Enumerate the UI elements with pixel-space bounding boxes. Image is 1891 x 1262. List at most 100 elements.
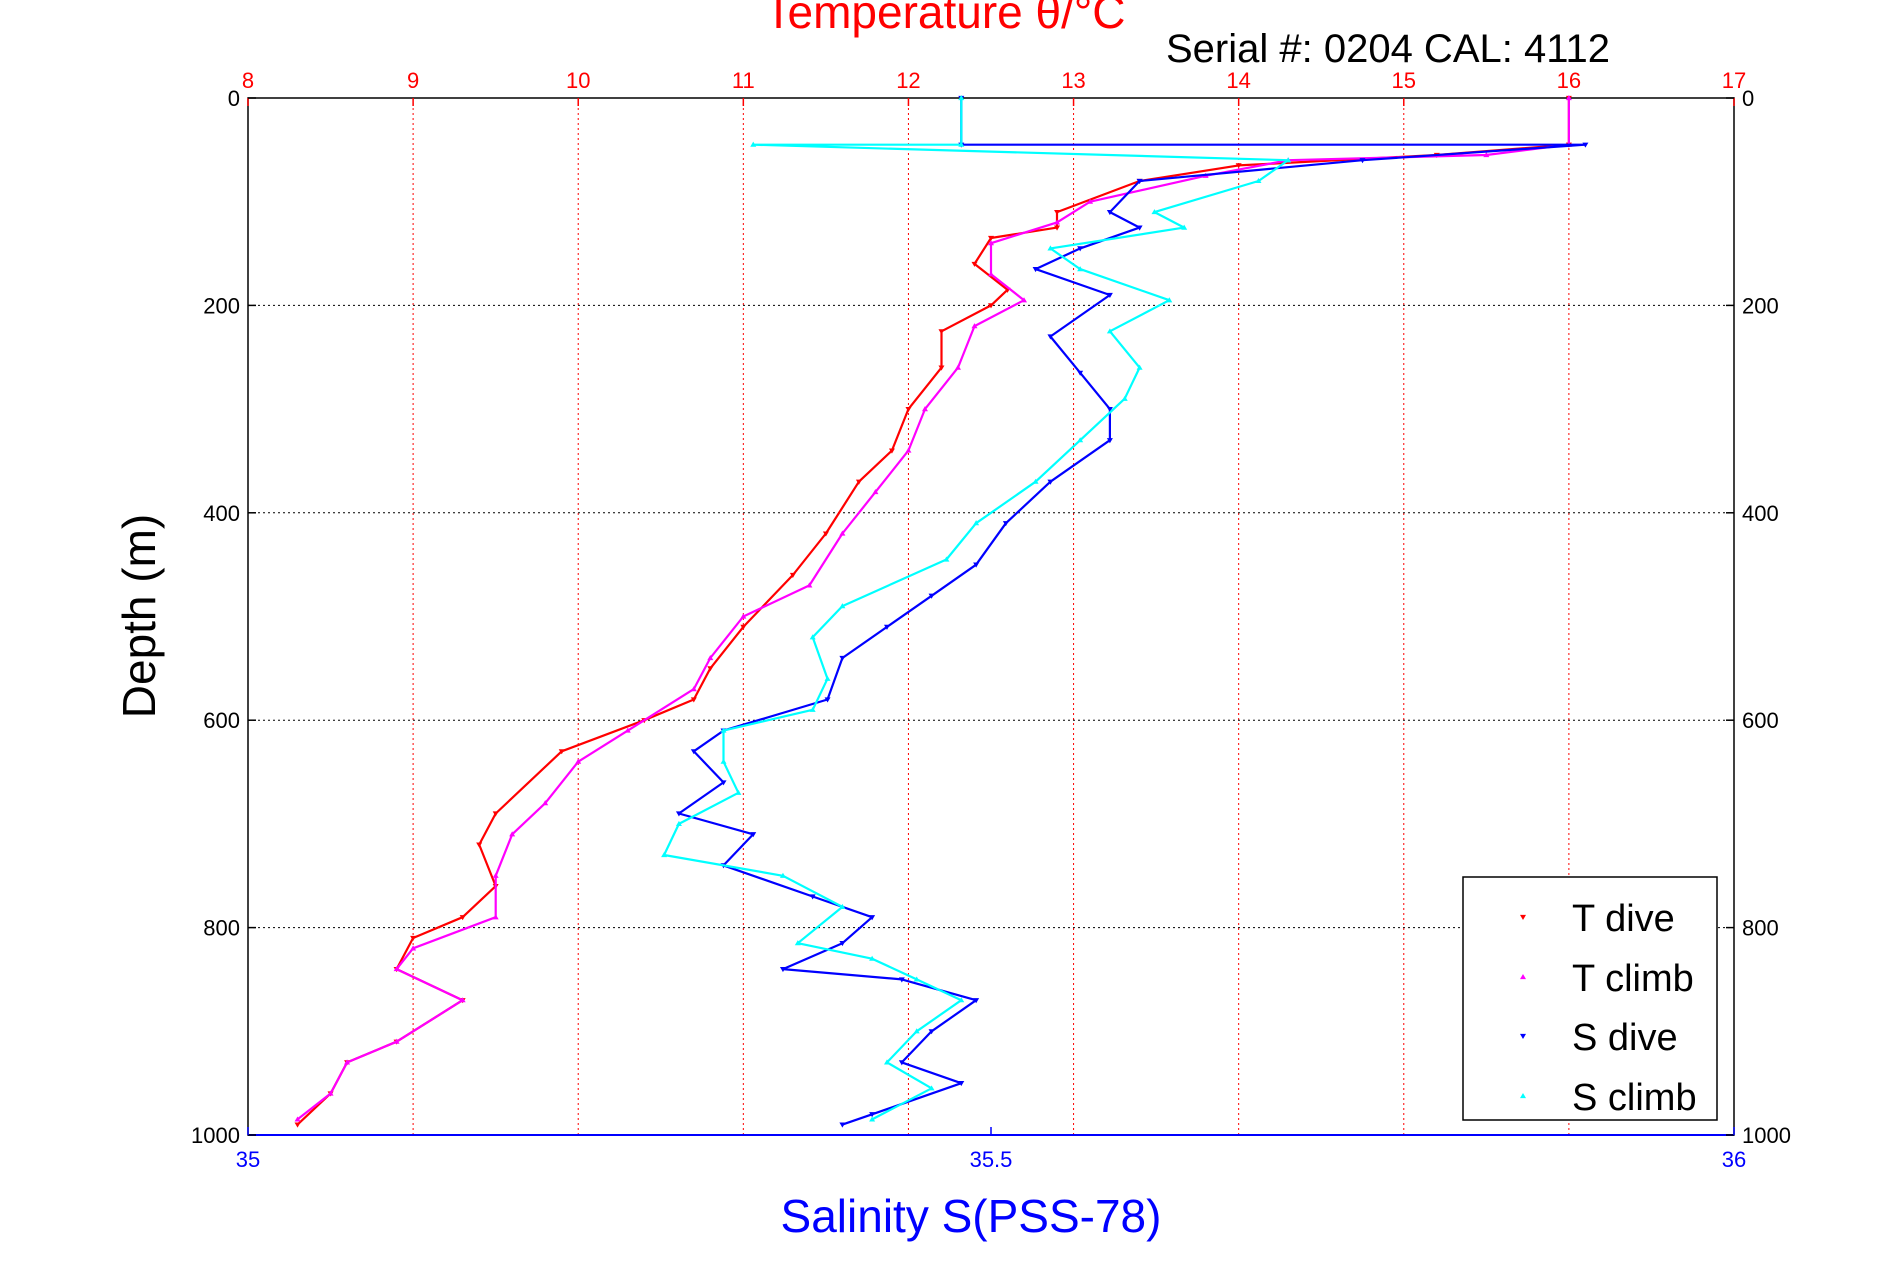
data-point-t-climb: [344, 1059, 351, 1065]
data-point-t-dive: [938, 365, 945, 371]
legend-marker-t-climb: [1520, 974, 1526, 980]
legend-label-t-dive: T dive: [1572, 898, 1675, 940]
data-point-s-dive: [1106, 407, 1113, 413]
data-point-s-climb: [839, 603, 846, 609]
data-point-s-dive: [1106, 438, 1113, 444]
data-point-t-climb: [542, 800, 549, 806]
data-point-t-climb: [905, 447, 912, 453]
data-point-t-dive: [492, 811, 499, 817]
data-point-t-climb: [872, 489, 879, 495]
x-axis-label: Salinity S(PSS-78): [781, 1190, 1162, 1242]
series-line-s-dive: [677, 98, 1587, 1126]
data-point-s-dive: [839, 1122, 846, 1128]
data-point-s-dive: [839, 941, 846, 947]
data-point-t-climb: [575, 758, 582, 764]
data-point-s-climb: [720, 727, 727, 733]
data-point-s-climb: [779, 872, 786, 878]
data-point-s-climb: [1077, 266, 1084, 272]
temperature-tick-label: 17: [1722, 68, 1746, 93]
salinity-tick-label: 35.5: [970, 1147, 1013, 1172]
data-point-s-dive: [750, 832, 757, 838]
temperature-tick-label: 8: [242, 68, 254, 93]
depth-tick-label-right: 600: [1742, 708, 1779, 733]
data-point-s-dive: [1582, 142, 1589, 148]
data-point-s-dive: [928, 593, 935, 599]
data-point-s-dive: [898, 1060, 905, 1066]
data-point-s-dive: [1032, 267, 1039, 273]
data-point-s-climb: [943, 556, 950, 562]
legend-label-s-dive: S dive: [1572, 1017, 1678, 1059]
data-point-s-climb: [824, 675, 831, 681]
data-point-s-dive: [690, 749, 697, 755]
serial-annotation: Serial #: 0204 CAL: 4112: [1166, 27, 1610, 71]
data-point-s-dive: [839, 655, 846, 661]
depth-tick-label-left: 200: [203, 293, 240, 318]
data-point-s-dive: [1136, 225, 1143, 231]
data-point-t-dive: [459, 915, 466, 921]
series-line-t-dive: [296, 98, 1571, 1126]
data-point-s-climb: [794, 940, 801, 946]
data-point-t-dive: [410, 935, 417, 941]
data-point-s-climb: [913, 1028, 920, 1034]
data-point-t-climb: [410, 945, 417, 951]
data-point-t-dive: [855, 479, 862, 485]
data-point-s-dive: [973, 562, 980, 568]
data-point-s-dive: [958, 1081, 965, 1087]
data-point-s-climb: [1047, 245, 1054, 251]
series-line-s-climb: [662, 98, 1290, 1121]
data-point-s-climb: [883, 1059, 890, 1065]
temperature-tick-label: 11: [732, 68, 755, 93]
data-point-t-dive: [1054, 209, 1061, 216]
data-point-t-dive: [988, 303, 994, 309]
data-point-s-dive: [1359, 158, 1366, 164]
data-point-t-climb: [690, 686, 697, 692]
depth-tick-label-left: 1000: [191, 1123, 240, 1148]
data-point-s-climb: [958, 95, 965, 101]
legend: T dive T climb S dive S climb: [1462, 876, 1718, 1121]
data-point-t-dive: [988, 235, 994, 241]
data-point-t-dive: [938, 329, 945, 335]
data-point-s-dive: [1106, 209, 1113, 216]
data-point-s-climb: [869, 1116, 876, 1122]
temperature-tick-label: 10: [566, 68, 590, 93]
series-line-t-climb: [296, 98, 1571, 1121]
data-point-t-dive: [476, 842, 483, 848]
data-point-s-climb: [809, 706, 816, 712]
data-point-t-dive: [905, 407, 912, 413]
data-point-t-dive: [740, 624, 747, 630]
data-point-s-climb: [1077, 437, 1084, 443]
salinity-tick-label: 35: [236, 1147, 260, 1172]
data-point-s-climb: [1255, 177, 1262, 184]
data-point-t-climb: [954, 364, 961, 370]
data-point-t-climb: [839, 530, 846, 536]
data-point-t-climb: [707, 654, 714, 661]
data-point-s-dive: [1047, 479, 1054, 485]
depth-tick-label-right: 1000: [1742, 1123, 1791, 1148]
data-point-t-dive: [1054, 225, 1061, 231]
data-point-t-climb: [459, 997, 466, 1003]
data-point-t-dive: [690, 697, 697, 703]
data-point-t-dive: [888, 448, 895, 454]
data-point-t-climb: [1565, 95, 1572, 101]
data-point-s-dive: [675, 811, 682, 817]
data-point-t-climb: [492, 914, 499, 920]
data-point-t-climb: [988, 240, 994, 246]
data-point-s-climb: [958, 997, 965, 1003]
depth-tick-label-right: 400: [1742, 501, 1779, 526]
depth-tick-label-left: 0: [228, 86, 240, 111]
temperature-tick-label: 15: [1392, 68, 1416, 93]
depth-tick-label-right: 0: [1742, 86, 1754, 111]
data-point-s-dive: [1077, 370, 1084, 376]
y-axis-label: Depth (m): [113, 514, 165, 718]
data-point-s-climb: [1181, 224, 1188, 230]
data-point-t-climb: [1483, 152, 1490, 158]
data-point-t-climb: [509, 831, 516, 837]
data-point-s-dive: [779, 966, 786, 973]
temperature-tick-label: 12: [896, 68, 920, 93]
data-point-t-climb: [1087, 198, 1094, 204]
data-point-s-dive: [1077, 246, 1084, 252]
data-point-s-climb: [1121, 395, 1128, 401]
data-point-t-climb: [294, 1116, 301, 1122]
data-point-s-climb: [973, 520, 980, 526]
